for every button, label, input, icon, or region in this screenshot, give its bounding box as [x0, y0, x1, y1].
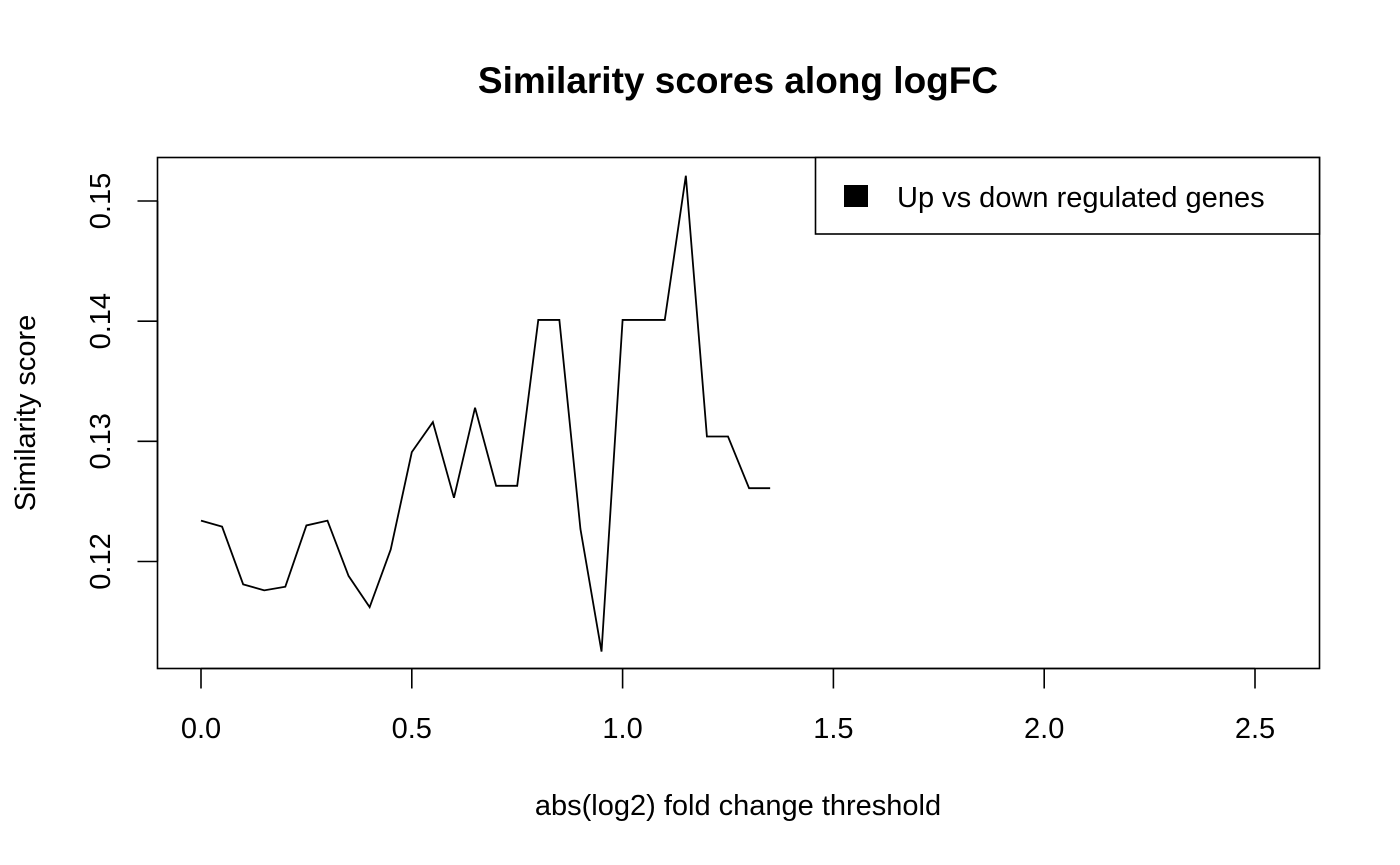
legend-label: Up vs down regulated genes	[897, 182, 1265, 214]
y-tick-label: 0.13	[85, 413, 117, 469]
x-tick-label: 2.5	[1235, 713, 1275, 745]
x-tick-label: 0.5	[392, 713, 432, 745]
y-tick-label: 0.15	[85, 173, 117, 229]
series-layer	[200, 175, 771, 652]
x-tick-label: 1.5	[813, 713, 853, 745]
x-tick-label: 1.0	[602, 713, 642, 745]
legend-box	[814, 156, 1321, 235]
y-axis-label: Similarity score	[10, 315, 42, 512]
legend-swatch	[844, 185, 868, 207]
legend: Up vs down regulated genes	[814, 156, 1321, 235]
series-line	[200, 175, 771, 652]
y-tick-label: 0.12	[85, 533, 117, 589]
y-axis: 0.12 0.13 0.14 0.15	[85, 173, 159, 590]
x-axis-label: abs(log2) fold change threshold	[535, 790, 941, 822]
x-tick-label: 0.0	[181, 713, 221, 745]
x-axis: 0.0 0.5 1.0 1.5 2.0 2.5	[181, 667, 1275, 745]
chart-title: Similarity scores along logFC	[478, 60, 998, 101]
x-tick-label: 2.0	[1024, 713, 1064, 745]
y-tick-label: 0.14	[85, 293, 117, 349]
